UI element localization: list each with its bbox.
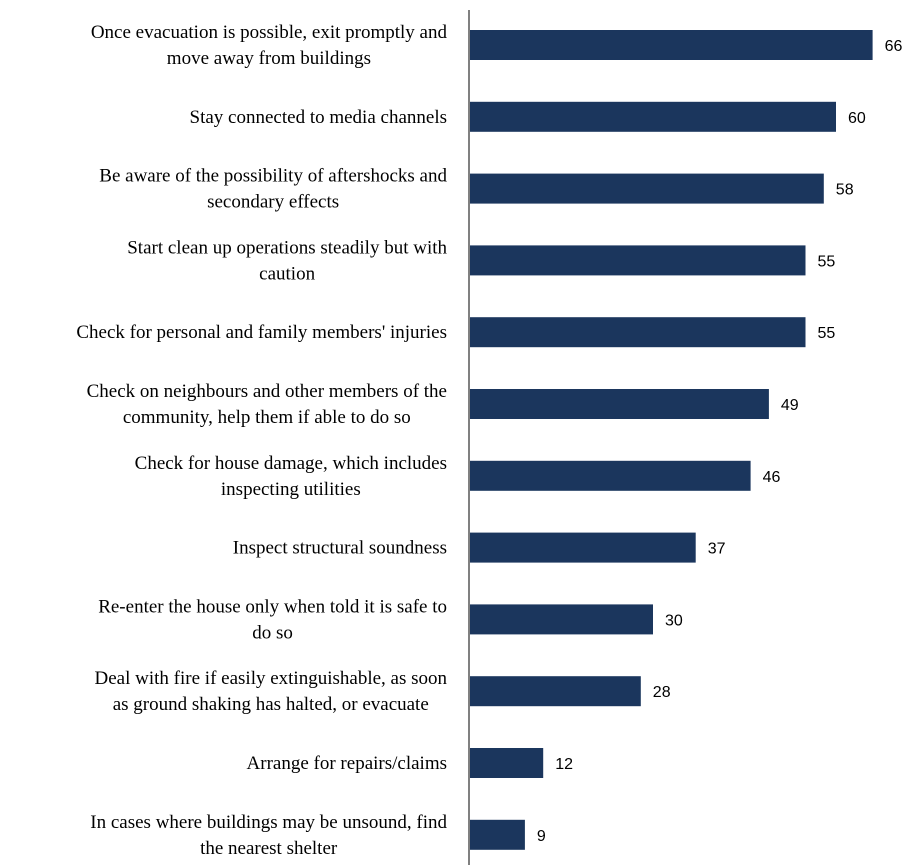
category-label-line: Check on neighbours and other members of… bbox=[87, 381, 447, 402]
bar-1 bbox=[470, 101, 836, 132]
category-label-line: inspecting utilities bbox=[221, 479, 361, 500]
category-label-line: Re-enter the house only when told it is … bbox=[98, 596, 447, 617]
value-label-2: 58 bbox=[836, 182, 854, 199]
value-label-10: 12 bbox=[555, 756, 573, 773]
category-label-line: do so bbox=[252, 622, 293, 643]
category-label-line: as ground shaking has halted, or evacuat… bbox=[113, 694, 429, 715]
category-label-3: Start clean up operations steadily but w… bbox=[127, 237, 447, 284]
category-label-1: Stay connected to media channels bbox=[190, 107, 447, 128]
value-label-3: 55 bbox=[818, 253, 836, 270]
category-label-7: Inspect structural soundness bbox=[233, 538, 447, 559]
value-label-11: 9 bbox=[537, 828, 546, 845]
category-label-line: Be aware of the possibility of aftershoc… bbox=[99, 166, 447, 187]
category-label-line: move away from buildings bbox=[167, 48, 371, 69]
value-label-9: 28 bbox=[653, 684, 671, 701]
category-label-line: In cases where buildings may be unsound,… bbox=[90, 812, 447, 833]
category-label-line: Arrange for repairs/claims bbox=[247, 753, 447, 774]
value-label-4: 55 bbox=[818, 325, 836, 342]
category-label-line: Start clean up operations steadily but w… bbox=[127, 237, 447, 258]
category-label-11: In cases where buildings may be unsound,… bbox=[90, 812, 447, 859]
category-label-6: Check for house damage, which includes in… bbox=[135, 453, 447, 500]
bar-6 bbox=[470, 460, 751, 491]
category-label-line: Check for house damage, which includes bbox=[135, 453, 447, 474]
category-label-9: Deal with fire if easily extinguishable,… bbox=[95, 668, 448, 715]
category-label-line: the nearest shelter bbox=[200, 838, 338, 859]
bars-group bbox=[470, 30, 873, 850]
category-label-line: Once evacuation is possible, exit prompt… bbox=[91, 22, 448, 43]
category-label-line: caution bbox=[259, 263, 315, 284]
category-label-0: Once evacuation is possible, exit prompt… bbox=[91, 22, 448, 69]
value-labels-group: 66 60 58 55 55 49 46 37 30 28 12 9 bbox=[537, 38, 903, 845]
bar-8 bbox=[470, 604, 653, 635]
category-label-line: secondary effects bbox=[207, 192, 339, 213]
category-label-line: Deal with fire if easily extinguishable,… bbox=[95, 668, 448, 689]
category-labels-group: Once evacuation is possible, exit prompt… bbox=[76, 22, 447, 859]
bar-7 bbox=[470, 532, 696, 563]
category-label-line: Inspect structural soundness bbox=[233, 538, 447, 559]
bar-3 bbox=[470, 245, 806, 276]
category-label-line: Stay connected to media channels bbox=[190, 107, 447, 128]
bar-9 bbox=[470, 676, 641, 707]
value-label-0: 66 bbox=[885, 38, 903, 55]
category-label-4: Check for personal and family members' i… bbox=[76, 322, 447, 343]
bar-0 bbox=[470, 30, 873, 60]
bar-2 bbox=[470, 173, 824, 204]
value-label-1: 60 bbox=[848, 110, 866, 127]
value-label-8: 30 bbox=[665, 612, 683, 629]
bar-10 bbox=[470, 748, 544, 778]
category-label-line: community, help them if able to do so bbox=[123, 407, 411, 428]
value-label-7: 37 bbox=[708, 541, 726, 558]
category-label-8: Re-enter the house only when told it is … bbox=[98, 596, 447, 643]
value-label-6: 46 bbox=[763, 469, 781, 486]
category-label-2: Be aware of the possibility of aftershoc… bbox=[99, 166, 447, 213]
category-label-10: Arrange for repairs/claims bbox=[247, 753, 447, 774]
value-label-5: 49 bbox=[781, 397, 799, 414]
bar-4 bbox=[470, 317, 806, 348]
bar-11 bbox=[470, 819, 525, 850]
category-label-5: Check on neighbours and other members of… bbox=[87, 381, 447, 428]
bar-5 bbox=[470, 389, 769, 419]
category-label-line: Check for personal and family members' i… bbox=[76, 322, 447, 343]
